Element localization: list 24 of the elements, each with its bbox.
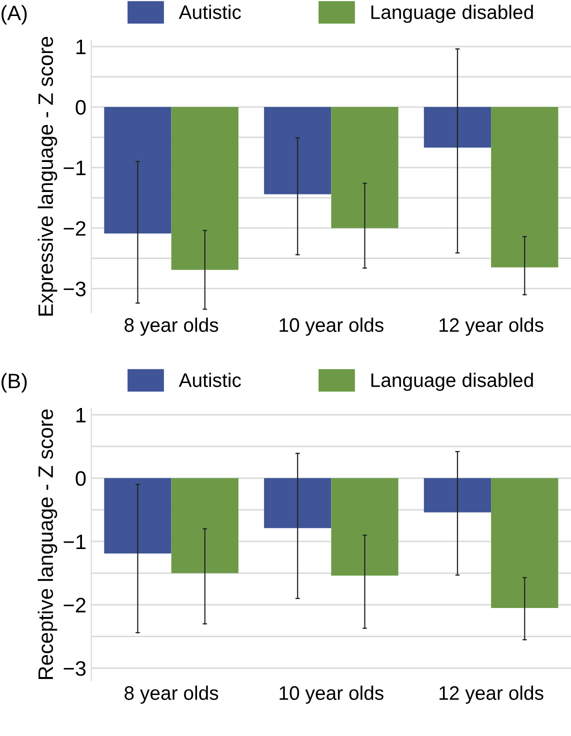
legend-label: Autistic [178,4,241,20]
y-tick-label: 0 [76,100,86,115]
x-tick-label: 8 year olds [124,318,218,336]
y-tick-label: −3 [64,661,86,676]
x-tick-label: 12 year olds [440,318,544,336]
legend-label: Language disabled [371,372,533,391]
y-tick-label: −2 [64,221,86,236]
text: (B) [2,373,27,392]
y-axis-title: Expressive language - Z score [38,36,58,316]
y-tick-label: −3 [64,282,86,296]
y-axis-title: Receptive language - Z score [38,409,58,679]
x-tick-label: 12 year olds [440,686,544,704]
text: (A) [2,5,27,24]
y-tick-label: 0 [76,471,86,486]
y-tick-label: 1 [76,40,86,54]
y-tick-label: −1 [64,534,86,550]
y-tick-label: −2 [64,598,86,612]
x-tick-label: 10 year olds [280,686,384,704]
legend-label: Language disabled [371,4,533,23]
y-tick-label: −1 [64,160,86,176]
x-tick-label: 10 year olds [280,318,384,336]
y-tick-label: 1 [76,408,86,422]
legend-label: Autistic [178,372,241,388]
x-tick-label: 8 year olds [124,686,218,704]
